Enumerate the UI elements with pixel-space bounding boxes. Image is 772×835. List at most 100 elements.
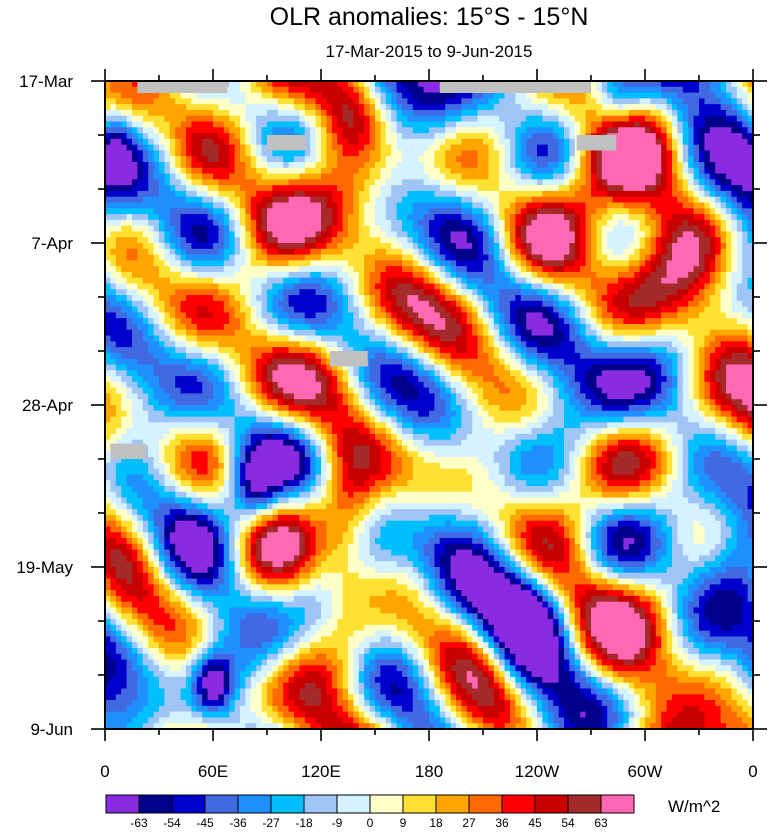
- anomaly-cell: [483, 185, 489, 192]
- anomaly-cell: [499, 150, 506, 157]
- anomaly-cell: [110, 190, 117, 198]
- anomaly-cell: [677, 179, 684, 186]
- anomaly-cell: [353, 266, 360, 273]
- anomaly-cell: [510, 248, 516, 256]
- anomaly-cell: [250, 150, 257, 157]
- anomaly-cell: [623, 127, 630, 134]
- anomaly-cell: [456, 133, 462, 140]
- anomaly-cell: [650, 167, 657, 175]
- anomaly-cell: [402, 127, 408, 134]
- anomaly-cell: [353, 150, 360, 157]
- anomaly-cell: [483, 219, 489, 227]
- anomaly-cell: [423, 133, 430, 140]
- anomaly-cell: [304, 138, 311, 146]
- anomaly-cell: [234, 271, 241, 279]
- anomaly-cell: [213, 214, 219, 221]
- anomaly-cell: [250, 202, 257, 209]
- anomaly-cell: [569, 260, 576, 267]
- anomaly-cell: [315, 109, 322, 117]
- anomaly-cell: [375, 231, 381, 238]
- anomaly-cell: [315, 202, 322, 209]
- anomaly-cell: [240, 300, 246, 308]
- anomaly-cell: [558, 266, 565, 273]
- anomaly-cell: [180, 196, 187, 204]
- anomaly-cell: [407, 104, 414, 111]
- anomaly-cell: [477, 295, 484, 302]
- anomaly-cell: [461, 115, 468, 123]
- anomaly-cell: [380, 260, 387, 267]
- anomaly-cell: [105, 306, 111, 314]
- anomaly-cell: [547, 167, 554, 175]
- anomaly-cell: [407, 81, 414, 88]
- anomaly-cell: [720, 289, 727, 296]
- anomaly-cell: [488, 243, 495, 250]
- anomaly-cell: [612, 289, 619, 296]
- anomaly-cell: [553, 243, 560, 250]
- anomaly-cell: [655, 127, 662, 134]
- anomaly-cell: [407, 237, 414, 244]
- anomaly-cell: [542, 179, 549, 186]
- anomaly-cell: [720, 127, 727, 134]
- anomaly-cell: [477, 185, 484, 192]
- anomaly-cell: [655, 260, 662, 267]
- anomaly-cell: [650, 115, 657, 123]
- anomaly-cell: [148, 248, 155, 256]
- anomaly-cell: [142, 248, 149, 256]
- anomaly-cell: [472, 121, 479, 128]
- anomaly-cell: [245, 121, 252, 128]
- anomaly-cell: [164, 306, 171, 314]
- anomaly-cell: [299, 179, 306, 186]
- anomaly-cell: [337, 133, 344, 140]
- anomaly-cell: [537, 214, 543, 221]
- anomaly-cell: [180, 208, 187, 215]
- anomaly-cell: [526, 231, 533, 238]
- anomaly-cell: [196, 190, 203, 198]
- anomaly-cell: [180, 156, 187, 163]
- anomaly-cell: [132, 318, 138, 325]
- anomaly-cell: [175, 254, 182, 261]
- anomaly-cell: [423, 190, 430, 198]
- anomaly-cell: [542, 133, 549, 140]
- anomaly-cell: [639, 306, 646, 314]
- anomaly-cell: [531, 127, 538, 134]
- anomaly-cell: [396, 225, 403, 233]
- anomaly-cell: [202, 237, 209, 244]
- anomaly-cell: [412, 283, 419, 290]
- anomaly-cell: [223, 283, 230, 290]
- anomaly-cell: [499, 318, 506, 325]
- anomaly-cell: [191, 92, 198, 99]
- anomaly-cell: [693, 289, 700, 296]
- anomaly-cell: [375, 283, 381, 290]
- anomaly-cell: [493, 196, 500, 204]
- anomaly-cell: [223, 98, 230, 105]
- anomaly-cell: [472, 266, 479, 273]
- anomaly-cell: [348, 81, 354, 88]
- anomaly-cell: [477, 219, 484, 227]
- anomaly-cell: [429, 127, 435, 134]
- anomaly-cell: [510, 260, 516, 267]
- anomaly-cell: [110, 162, 117, 169]
- anomaly-cell: [715, 208, 722, 215]
- anomaly-cell: [634, 266, 641, 273]
- anomaly-cell: [277, 208, 284, 215]
- anomaly-cell: [693, 115, 700, 123]
- anomaly-cell: [423, 277, 430, 285]
- anomaly-cell: [310, 109, 317, 117]
- anomaly-cell: [434, 248, 441, 256]
- anomaly-cell: [310, 173, 317, 180]
- anomaly-cell: [223, 150, 230, 157]
- anomaly-cell: [337, 92, 344, 99]
- anomaly-cell: [153, 214, 160, 221]
- anomaly-cell: [283, 300, 290, 308]
- anomaly-cell: [682, 121, 689, 128]
- anomaly-cell: [423, 208, 430, 215]
- anomaly-cell: [553, 162, 560, 169]
- anomaly-cell: [553, 109, 560, 117]
- chart-title: OLR anomalies: 15°S - 15°N: [270, 3, 589, 31]
- anomaly-cell: [304, 237, 311, 244]
- anomaly-cell: [396, 190, 403, 198]
- anomaly-cell: [688, 243, 695, 250]
- anomaly-cell: [601, 167, 608, 175]
- anomaly-cell: [240, 202, 246, 209]
- anomaly-cell: [510, 277, 516, 285]
